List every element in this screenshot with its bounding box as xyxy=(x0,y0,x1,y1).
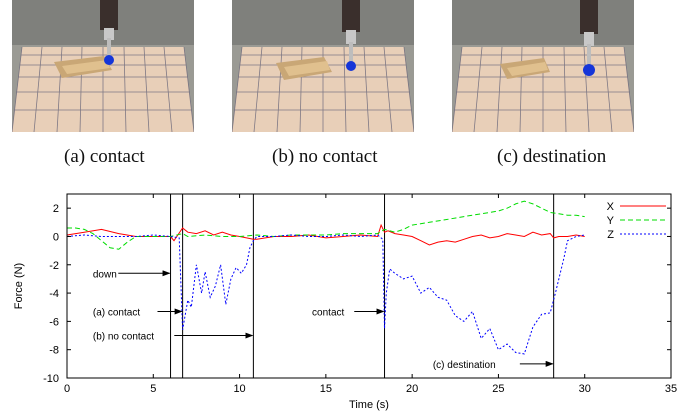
legend: XYZ xyxy=(607,201,666,241)
photo-contact xyxy=(12,0,194,132)
x-tick-label-35: 35 xyxy=(665,383,677,395)
annotation-label-0: down xyxy=(93,269,117,280)
y-tick-label--2: -2 xyxy=(49,260,59,272)
caption-contact: (a) contact xyxy=(64,146,145,167)
annotations: down (a) contact (b) no contact contact (c) … xyxy=(93,269,554,371)
x-tick-label-0: 0 xyxy=(64,383,70,395)
x-tick-label-5: 5 xyxy=(150,383,156,395)
caption-destination: (c) destination xyxy=(497,146,607,167)
x-tick-label-20: 20 xyxy=(406,383,418,395)
y-axis-label: Force (N) xyxy=(13,263,25,309)
caption-no-contact: (b) no contact xyxy=(272,146,378,167)
legend-label-z: Z xyxy=(607,229,614,241)
annotation-label-2: (b) no contact xyxy=(93,332,154,343)
x-axis-label: Time (s) xyxy=(349,399,389,411)
y-tick-label-0: 0 xyxy=(53,231,59,243)
photo-no-contact xyxy=(232,0,414,132)
y-tick-label--4: -4 xyxy=(49,288,59,300)
legend-label-x: X xyxy=(607,201,615,213)
y-tick-label--8: -8 xyxy=(49,345,59,357)
x-tick-label-15: 15 xyxy=(320,383,332,395)
force-chart: down (a) contact (b) no contact contact (c) … xyxy=(13,193,677,411)
photo-destination xyxy=(452,0,634,132)
annotation-label-3: contact xyxy=(312,307,344,318)
series-lines xyxy=(66,200,585,355)
annotation-label-4: (c) destination xyxy=(433,360,496,371)
x-tick-label-10: 10 xyxy=(233,383,245,395)
y-tick-label-2: 2 xyxy=(53,203,59,215)
x-ticks: 0 5 10 15 20 25 30 35 xyxy=(64,194,677,395)
y-ticks: 2 0 -2 -4 -6 -8 -10 xyxy=(43,203,671,385)
y-tick-label--6: -6 xyxy=(49,316,59,328)
series-line-y xyxy=(67,200,585,250)
x-tick-label-30: 30 xyxy=(579,383,591,395)
event-lines xyxy=(170,194,555,378)
y-tick-label--10: -10 xyxy=(43,373,59,385)
annotation-label-1: (a) contact xyxy=(93,307,140,318)
x-tick-label-25: 25 xyxy=(492,383,504,395)
legend-label-y: Y xyxy=(607,215,615,227)
plot-frame xyxy=(66,193,672,379)
series-line-z xyxy=(66,234,585,355)
series-line-x xyxy=(66,223,585,246)
